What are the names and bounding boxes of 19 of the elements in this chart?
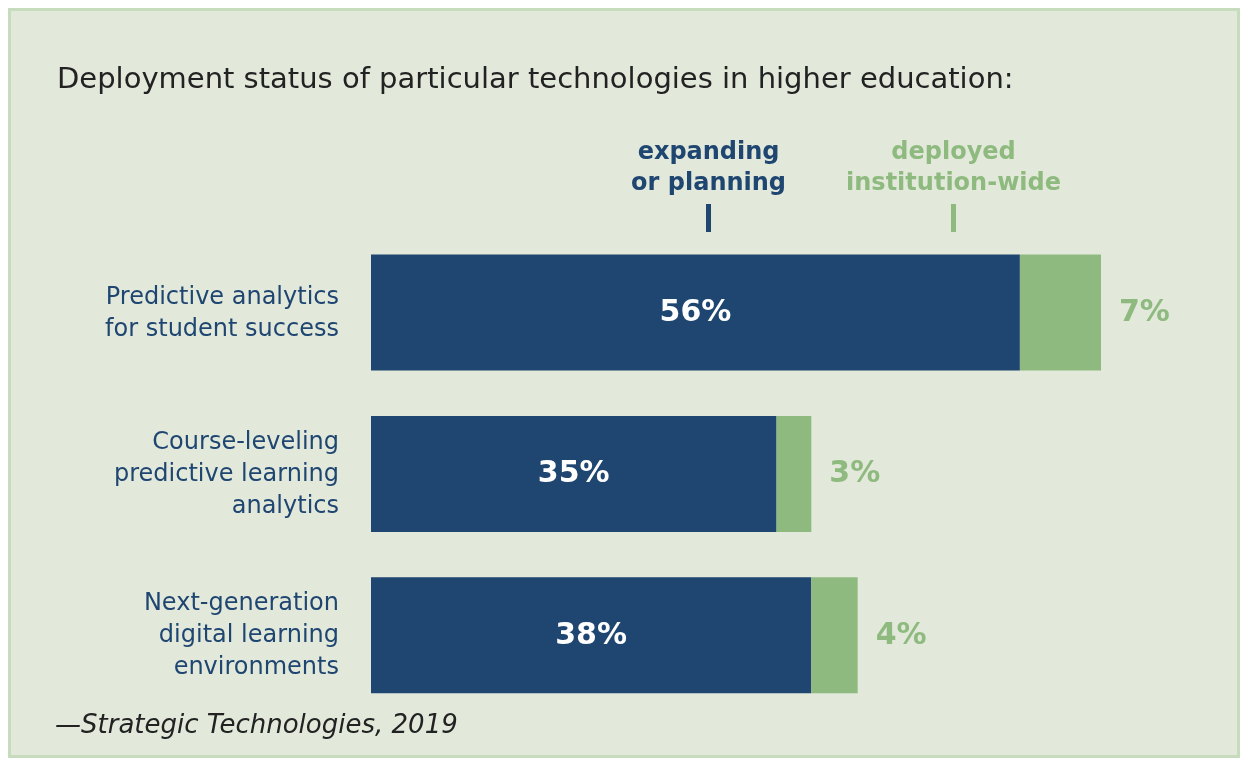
y-tick-label: Course-leveling predictive learning analytics [113,427,339,519]
bar [1019,254,1101,371]
data-label: 3% [829,454,881,490]
bar [811,577,858,694]
bar [371,577,812,694]
data-label: 4% [875,615,927,651]
bar [776,415,812,532]
y-tick-label: Next-generation digital learning environments [143,588,339,681]
y-tick-label: Predictive analytics for student success [105,281,339,342]
data-label: 56% [659,293,732,329]
data-label: 35% [537,454,610,490]
data-label: 7% [1119,293,1170,329]
bar [371,254,1020,371]
text: deployed institution-wide [846,136,1061,198]
data-label: 38% [555,615,628,651]
text: expanding or planning [631,136,787,198]
chart-title: Deployment status of particular technologies in higher education: [57,61,1014,95]
annotation: —Strategic Technologies, 2019 [55,709,458,739]
bar [371,415,777,532]
